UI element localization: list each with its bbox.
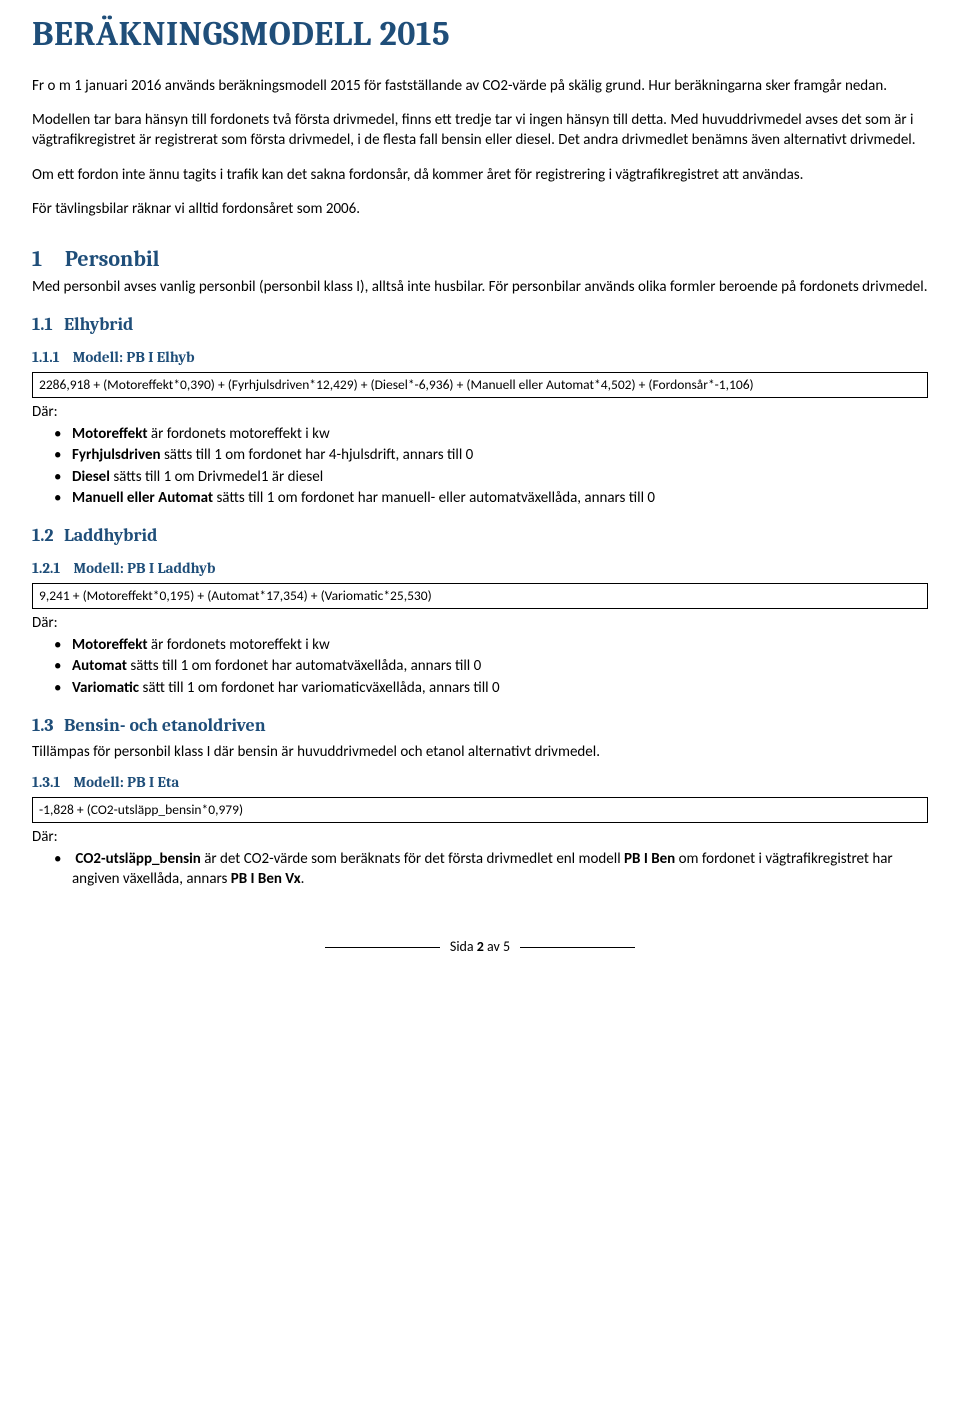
section-1-3-number: 1.3 bbox=[32, 714, 60, 738]
list-item: Manuell eller Automat sätts till 1 om fo… bbox=[32, 488, 928, 508]
section-1-2-heading: 1.2 Laddhybrid bbox=[32, 524, 928, 548]
section-1-heading: 1 Personbil bbox=[32, 245, 928, 275]
list-item: Motoreffekt är fordonets motoreffekt i k… bbox=[32, 424, 928, 444]
page-footer: Sida 2 av 5 bbox=[32, 938, 928, 957]
model-1-1-1-heading: 1.1.1 Modell: PB I Elhyb bbox=[32, 347, 928, 367]
section-1-3-title: Bensin- och etanoldriven bbox=[64, 715, 266, 736]
term-text: sätts till 1 om fordonet har manuell- el… bbox=[213, 489, 655, 507]
term-text: är det CO2-värde som beräknats för det f… bbox=[201, 850, 624, 868]
term-fyrhjulsdriven: Fyrhjulsdriven bbox=[72, 446, 161, 464]
formula-box-pb-i-elhyb: 2286,918 + (Motoreffekt*0,390) + (Fyrhju… bbox=[32, 372, 928, 398]
section-1-3-lead: Tillämpas för personbil klass I där bens… bbox=[32, 742, 928, 762]
model-1-3-1-title: Modell: PB I Eta bbox=[73, 773, 179, 791]
model-1-3-1-heading: 1.3.1 Modell: PB I Eta bbox=[32, 772, 928, 792]
term-text: . bbox=[301, 870, 305, 888]
term-automat: Automat bbox=[72, 657, 127, 675]
model-1-1-1-title: Modell: PB I Elhyb bbox=[73, 348, 195, 366]
footer-rule-left bbox=[325, 947, 440, 948]
section-1-number: 1 bbox=[32, 245, 60, 275]
term-pb-i-ben-vx: PB I Ben Vx bbox=[231, 870, 301, 888]
section-1-1-number: 1.1 bbox=[32, 313, 60, 337]
list-item: Diesel sätts till 1 om Drivmedel1 är die… bbox=[32, 467, 928, 487]
where-label-1-2: Där: bbox=[32, 613, 928, 633]
bullet-list-1-2: Motoreffekt är fordonets motoreffekt i k… bbox=[32, 635, 928, 698]
bullet-list-1-1: Motoreffekt är fordonets motoreffekt i k… bbox=[32, 424, 928, 508]
term-text: sätts till 1 om fordonet har automatväxe… bbox=[127, 657, 481, 675]
intro-paragraph-2: Modellen tar bara hänsyn till fordonets … bbox=[32, 110, 928, 151]
model-1-1-1-number: 1.1.1 bbox=[32, 348, 60, 366]
term-manuell-automat: Manuell eller Automat bbox=[72, 489, 213, 507]
intro-paragraph-4: För tävlingsbilar räknar vi alltid fordo… bbox=[32, 199, 928, 219]
footer-label-a: Sida bbox=[450, 938, 477, 955]
term-diesel: Diesel bbox=[72, 468, 110, 486]
where-label-1-3: Där: bbox=[32, 827, 928, 847]
list-item: Variomatic sätt till 1 om fordonet har v… bbox=[32, 678, 928, 698]
term-motoreffekt: Motoreffekt bbox=[72, 425, 148, 443]
term-pb-i-ben: PB I Ben bbox=[624, 850, 675, 868]
section-1-lead: Med personbil avses vanlig personbil (pe… bbox=[32, 277, 928, 297]
term-text: är fordonets motoreffekt i kw bbox=[148, 425, 330, 443]
term-text: är fordonets motoreffekt i kw bbox=[148, 636, 330, 654]
model-1-2-1-heading: 1.2.1 Modell: PB I Laddhyb bbox=[32, 558, 928, 578]
section-1-title: Personbil bbox=[65, 246, 160, 272]
term-co2-bensin: CO2-utsläpp_bensin bbox=[75, 850, 200, 868]
model-1-2-1-title: Modell: PB I Laddhyb bbox=[73, 559, 215, 577]
formula-box-pb-i-laddhyb: 9,241 + (Motoreffekt*0,195) + (Automat*1… bbox=[32, 583, 928, 609]
formula-box-pb-i-eta: -1,828 + (CO2-utsläpp_bensin*0,979) bbox=[32, 797, 928, 823]
section-1-2-number: 1.2 bbox=[32, 524, 60, 548]
model-1-3-1-number: 1.3.1 bbox=[32, 773, 60, 791]
footer-page-number: 2 bbox=[477, 938, 484, 955]
section-1-1-heading: 1.1 Elhybrid bbox=[32, 313, 928, 337]
list-item: Fyrhjulsdriven sätts till 1 om fordonet … bbox=[32, 445, 928, 465]
intro-paragraph-3: Om ett fordon inte ännu tagits i trafik … bbox=[32, 165, 928, 185]
term-variomatic: Variomatic bbox=[72, 679, 139, 697]
where-label-1-1: Där: bbox=[32, 402, 928, 422]
footer-rule-right bbox=[520, 947, 635, 948]
term-text: sätt till 1 om fordonet har variomaticvä… bbox=[139, 679, 500, 697]
footer-label-b: av 5 bbox=[484, 938, 510, 955]
term-text: sätts till 1 om Drivmedel1 är diesel bbox=[110, 468, 323, 486]
list-item: Motoreffekt är fordonets motoreffekt i k… bbox=[32, 635, 928, 655]
list-item: Automat sätts till 1 om fordonet har aut… bbox=[32, 656, 928, 676]
section-1-2-title: Laddhybrid bbox=[64, 525, 157, 546]
term-motoreffekt: Motoreffekt bbox=[72, 636, 148, 654]
section-1-1-title: Elhybrid bbox=[64, 314, 133, 335]
intro-paragraph-1: Fr o m 1 januari 2016 används beräknings… bbox=[32, 76, 928, 96]
bullet-list-1-3: CO2-utsläpp_bensin är det CO2-värde som … bbox=[32, 849, 928, 890]
list-item: CO2-utsläpp_bensin är det CO2-värde som … bbox=[32, 849, 928, 890]
section-1-3-heading: 1.3 Bensin- och etanoldriven bbox=[32, 714, 928, 738]
page-title: BERÄKNINGSMODELL 2015 bbox=[32, 12, 928, 58]
term-text: sätts till 1 om fordonet har 4-hjulsdrif… bbox=[161, 446, 474, 464]
model-1-2-1-number: 1.2.1 bbox=[32, 559, 60, 577]
